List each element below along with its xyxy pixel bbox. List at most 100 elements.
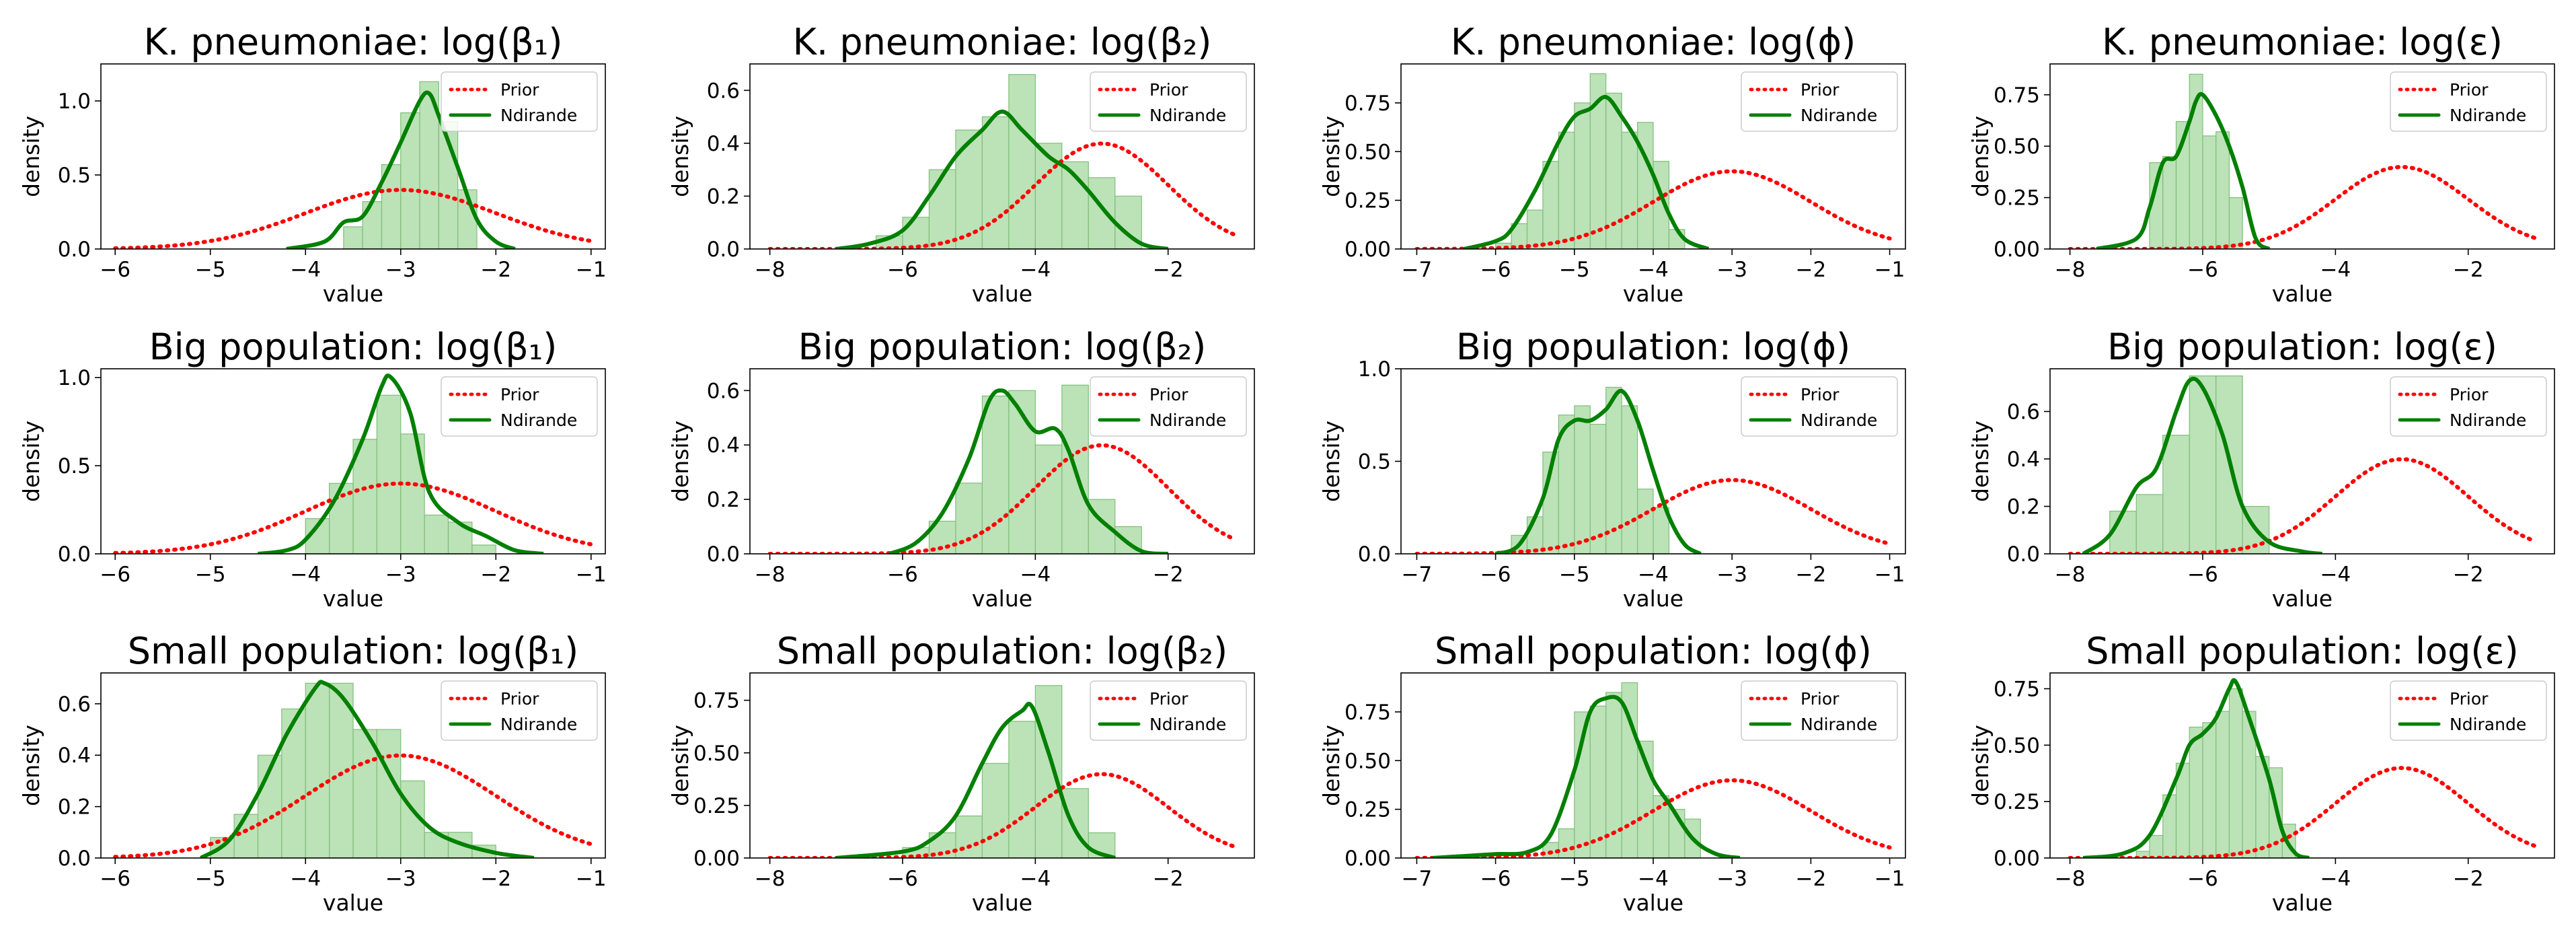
prior-curve bbox=[1414, 778, 1892, 858]
subplot-3: −7 −6 −5 −4 −3 −2 −1 0.00 0.25 0.50 0.75 value densi… bbox=[1318, 21, 1906, 307]
histogram-bar bbox=[343, 226, 363, 249]
x-tick-label: −8 bbox=[755, 258, 786, 282]
x-tick-label: −2 bbox=[2453, 563, 2484, 587]
x-tick-label: −2 bbox=[480, 258, 511, 282]
y-tick-label: 0.4 bbox=[2007, 448, 2040, 472]
y-tick-label: 0.5 bbox=[58, 454, 91, 478]
axes-frame bbox=[2049, 63, 2555, 250]
x-axis-label: value bbox=[323, 890, 383, 916]
subplot-11: −7 −6 −5 −4 −3 −2 −1 0.00 0.25 0.50 0.75 value densi… bbox=[1318, 630, 1906, 916]
x-tick-label: −6 bbox=[100, 867, 130, 891]
legend: Prior Ndirande bbox=[441, 680, 598, 741]
histogram-bar bbox=[2228, 197, 2243, 249]
prior-curve bbox=[1414, 478, 1892, 554]
y-tick-label: 1.0 bbox=[58, 366, 91, 390]
y-tick-label: 0.2 bbox=[707, 184, 740, 209]
histogram-bar bbox=[1034, 143, 1063, 249]
x-tick-label: −2 bbox=[1796, 867, 1827, 891]
histogram-bar bbox=[376, 394, 402, 554]
x-axis-label: value bbox=[972, 281, 1032, 307]
plot-area bbox=[767, 74, 1237, 249]
x-tick-label: −6 bbox=[887, 258, 918, 282]
plot-area bbox=[1414, 682, 1892, 858]
x-tick-label: −5 bbox=[1559, 563, 1590, 587]
y-tick-label: 0.2 bbox=[2007, 495, 2040, 519]
plot-area bbox=[113, 81, 593, 249]
x-tick-label: −3 bbox=[1716, 867, 1747, 891]
histogram-bar bbox=[2162, 435, 2190, 554]
y-tick-label: 1.0 bbox=[58, 90, 91, 114]
legend-label: Prior bbox=[500, 689, 539, 709]
histogram-bar bbox=[2189, 726, 2203, 858]
histogram-bar bbox=[305, 682, 330, 858]
axes-frame bbox=[100, 368, 606, 555]
x-tick-label: −4 bbox=[290, 563, 321, 587]
prior-curve bbox=[113, 481, 593, 554]
x-axis-label: value bbox=[323, 585, 383, 612]
histogram-bar bbox=[1088, 177, 1116, 249]
y-tick-label: 0.0 bbox=[58, 542, 91, 567]
prior-curve bbox=[1414, 169, 1892, 249]
y-tick-label: 0.75 bbox=[1344, 92, 1391, 116]
x-tick-label: −2 bbox=[480, 563, 511, 587]
x-tick-label: −6 bbox=[1480, 563, 1511, 587]
x-axis-label: value bbox=[972, 585, 1032, 612]
subplot-8: −8 −6 −4 −2 0.0 0.2 0.4 0.6 value density Big popu… bbox=[1967, 326, 2555, 612]
legend-label: Prior bbox=[2450, 689, 2489, 709]
posterior-kde-curve bbox=[2082, 376, 2322, 554]
x-tick-label: −8 bbox=[2055, 867, 2086, 891]
y-tick-label: 0.50 bbox=[1344, 140, 1391, 164]
histogram-bar bbox=[1558, 828, 1575, 858]
x-tick-label: −2 bbox=[480, 867, 511, 891]
y-tick-label: 0.5 bbox=[58, 164, 91, 188]
x-tick-label: −4 bbox=[1020, 867, 1051, 891]
subplot-title: Small population: log(β₂) bbox=[777, 630, 1227, 672]
x-tick-label: −5 bbox=[1559, 258, 1590, 282]
x-tick-label: −2 bbox=[1153, 563, 1184, 587]
axes-frame bbox=[749, 368, 1255, 555]
histogram-bar bbox=[2215, 131, 2230, 249]
y-tick-label: 1.0 bbox=[1358, 357, 1391, 382]
x-axis-label: value bbox=[1623, 281, 1683, 307]
y-axis-label: density bbox=[18, 725, 44, 806]
posterior-kde-curve bbox=[1494, 388, 1702, 554]
legend-label: Prior bbox=[2450, 80, 2489, 100]
x-tick-label: −1 bbox=[576, 563, 607, 587]
x-tick-label: −3 bbox=[385, 867, 416, 891]
x-tick-label: −6 bbox=[1480, 867, 1511, 891]
x-tick-label: −5 bbox=[1559, 867, 1590, 891]
plot-area bbox=[767, 685, 1237, 858]
x-tick-label: −3 bbox=[385, 258, 416, 282]
x-tick-label: −4 bbox=[1020, 258, 1051, 282]
histogram-bar bbox=[1636, 122, 1654, 249]
y-tick-label: 0.5 bbox=[1358, 450, 1391, 474]
subplot-title: Big population: log(β₁) bbox=[149, 326, 558, 368]
histogram-bar bbox=[424, 514, 449, 554]
x-tick-label: −2 bbox=[1796, 258, 1827, 282]
legend-label: Prior bbox=[2450, 385, 2489, 404]
prior-curve bbox=[113, 753, 593, 858]
legend-label: Prior bbox=[500, 385, 539, 404]
subplot-10: −8 −6 −4 −2 0.00 0.25 0.50 0.75 value density Smal… bbox=[667, 630, 1255, 916]
prior-curve bbox=[113, 188, 593, 249]
subplot-6: −8 −6 −4 −2 0.0 0.2 0.4 0.6 value density Big popu… bbox=[667, 326, 1255, 612]
axes-frame bbox=[2049, 672, 2555, 859]
y-tick-label: 0.75 bbox=[1994, 83, 2040, 108]
subplot-title: Big population: log(ε) bbox=[2107, 326, 2497, 368]
subplot-7: −7 −6 −5 −4 −3 −2 −1 0.0 0.5 1.0 value density Big p… bbox=[1318, 326, 1906, 612]
posterior-kde-curve bbox=[199, 680, 535, 858]
x-axis-label: value bbox=[2272, 585, 2333, 612]
prior-curve bbox=[767, 772, 1237, 858]
x-tick-label: −6 bbox=[2187, 258, 2218, 282]
x-tick-label: −7 bbox=[1402, 258, 1433, 282]
x-tick-label: −3 bbox=[385, 563, 416, 587]
legend-label: Prior bbox=[1149, 385, 1188, 404]
histogram-bar bbox=[1542, 161, 1559, 249]
legend-label: Prior bbox=[1149, 689, 1188, 709]
y-tick-label: 0.0 bbox=[707, 542, 740, 567]
x-tick-label: −6 bbox=[887, 867, 918, 891]
legend: Prior Ndirande bbox=[1741, 376, 1898, 437]
histogram-bar bbox=[376, 729, 402, 858]
y-tick-label: 0.4 bbox=[58, 744, 91, 768]
